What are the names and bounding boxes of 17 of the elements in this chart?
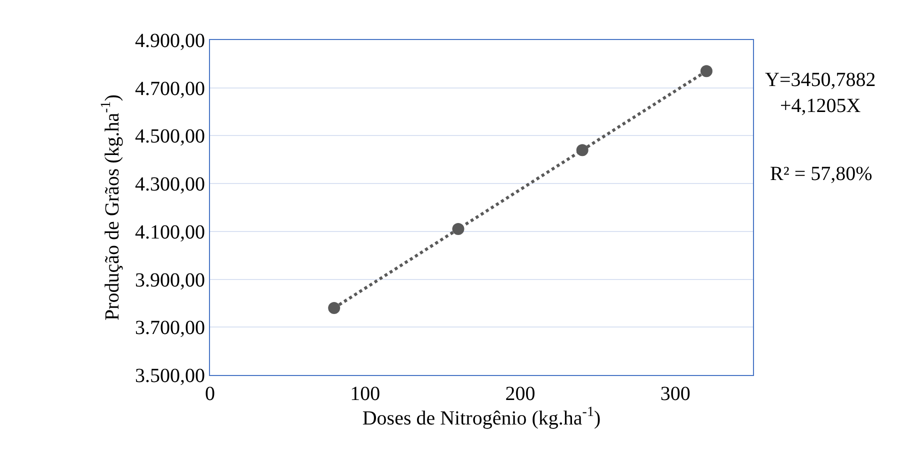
- text: Y=3450,7882 +4,1205X: [765, 69, 876, 117]
- y-tick-label: 4.500,00: [135, 126, 205, 148]
- x-axis-title: Doses de Nitrogênio (kg.ha$^{-1}$): [362, 405, 601, 430]
- text: R² = 57,80%: [770, 163, 872, 185]
- x-tick-label: 100: [350, 383, 380, 405]
- y-tick-label: 3.500,00: [135, 365, 205, 387]
- y-tick-label: 3.900,00: [135, 269, 205, 292]
- y-tick-label: 4.900,00: [135, 30, 205, 52]
- x-tick-label: 300: [660, 383, 690, 405]
- y-tick-label: 4.300,00: [135, 174, 205, 196]
- y-tick-label: 4.700,00: [135, 78, 205, 100]
- point: [328, 302, 340, 314]
- x-tick-label: 0: [205, 383, 215, 405]
- point: [700, 65, 712, 78]
- y-tick-label: 4.100,00: [135, 221, 205, 244]
- y-tick-label: 3.700,00: [135, 317, 205, 340]
- x-tick-label: 200: [505, 383, 536, 405]
